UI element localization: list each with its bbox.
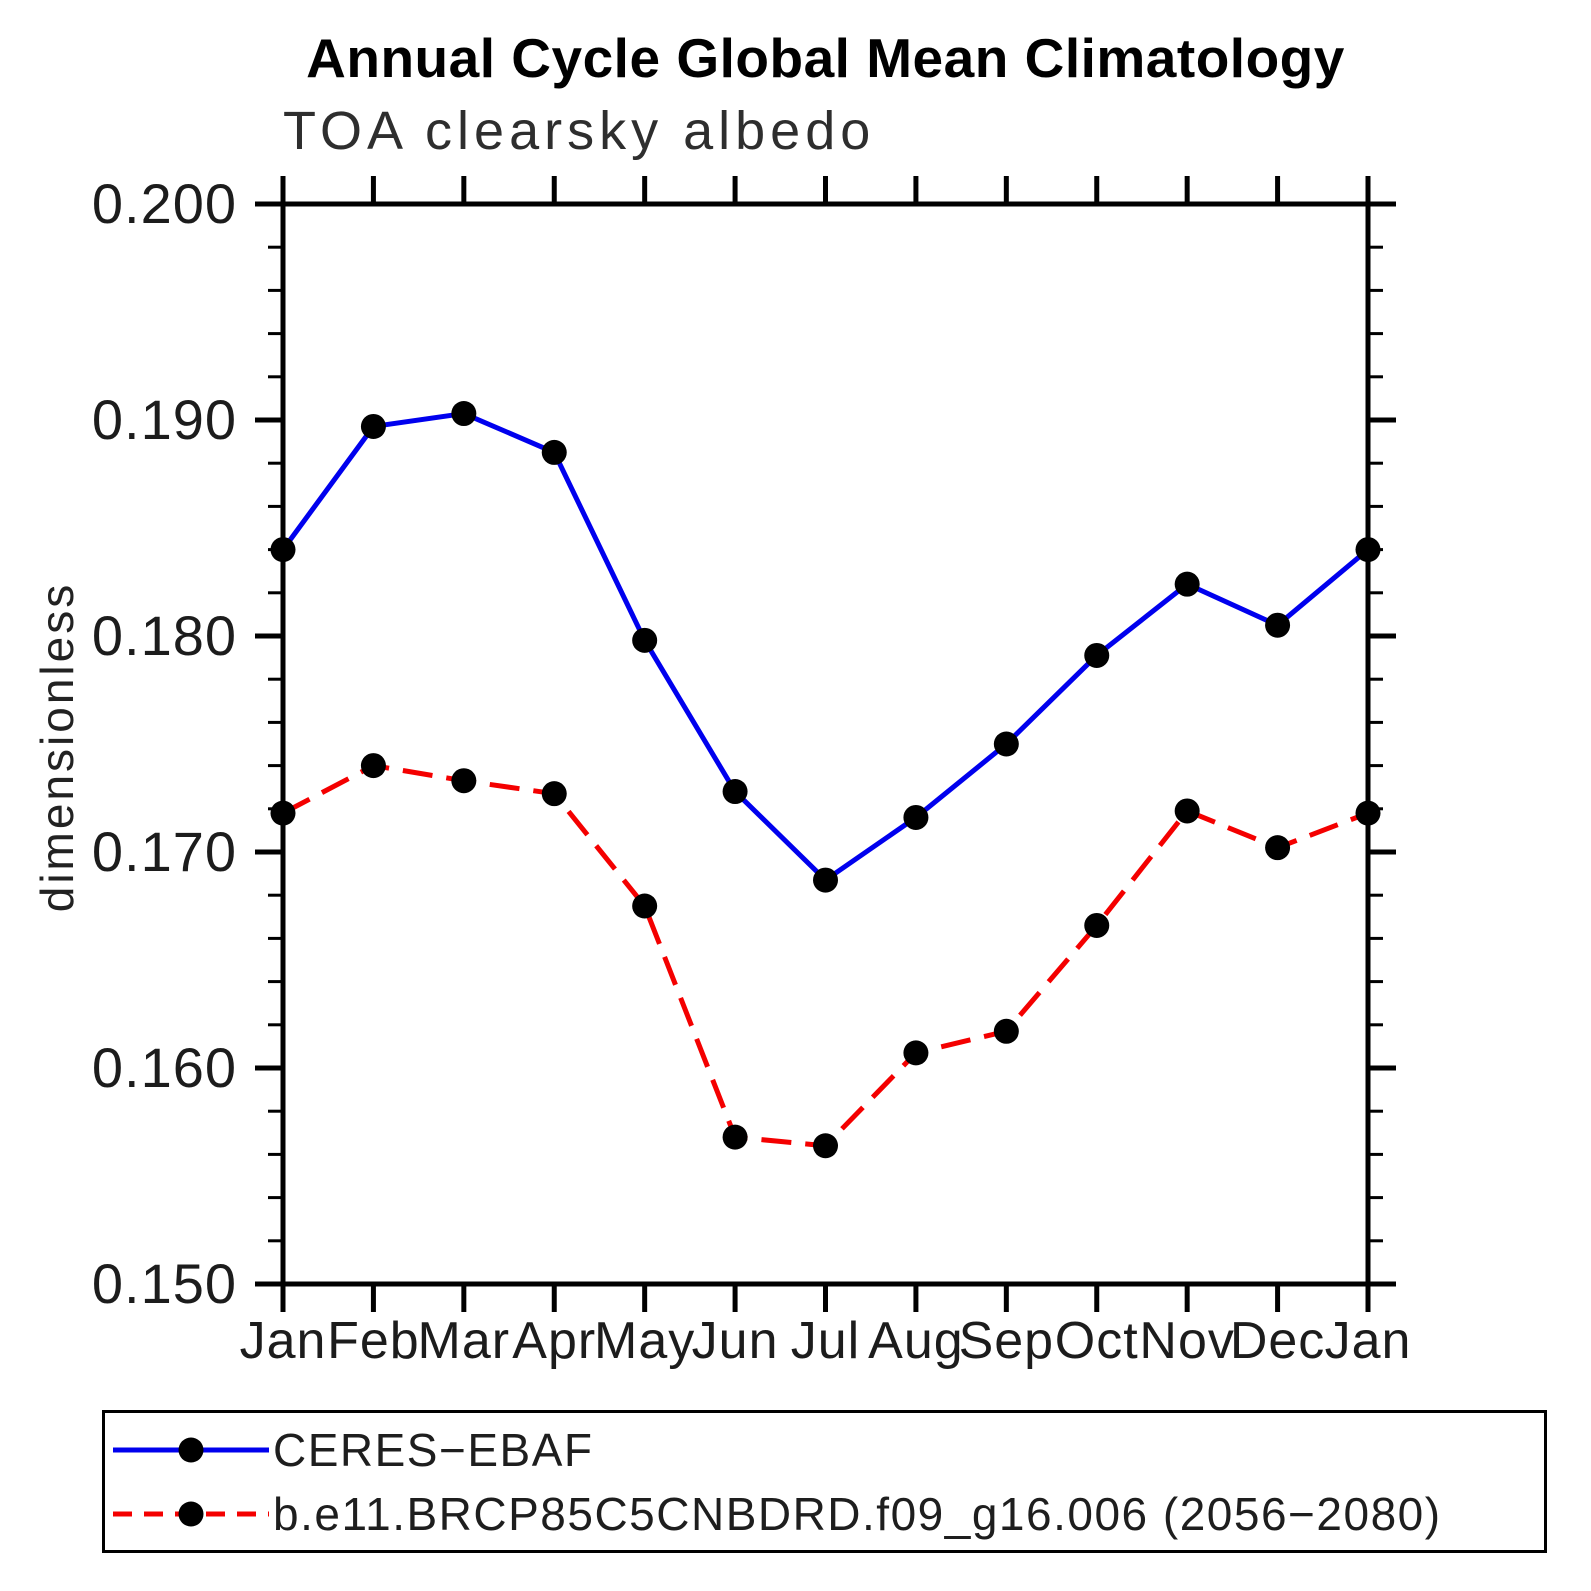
legend-label-model: b.e11.BRCP85C5CNBDRD.f09_g16.006 (2056−2… <box>273 1487 1442 1540</box>
series-line-solid <box>280 410 1370 884</box>
x-tick-label: Aug <box>868 1312 964 1370</box>
y-tick-label: 0.150 <box>92 1252 237 1315</box>
data-point-marker <box>813 1133 838 1159</box>
y-tick-label: 0.200 <box>92 172 237 235</box>
plot-frame <box>280 201 1371 1287</box>
data-point-marker <box>1084 912 1110 938</box>
data-point-marker <box>541 781 567 807</box>
data-point-marker <box>722 779 748 805</box>
legend-line-solid-sample <box>113 1437 269 1462</box>
x-tick-label: Apr <box>512 1312 596 1370</box>
x-tick-label: Dec <box>1230 1312 1325 1370</box>
data-point-marker <box>360 413 386 439</box>
x-tick-label: Jan <box>1325 1312 1412 1370</box>
data-point-marker <box>541 439 567 465</box>
data-point-marker <box>813 867 838 893</box>
x-tick-label: Oct <box>1055 1312 1139 1370</box>
data-point-marker <box>270 800 296 826</box>
x-tick-label: Feb <box>327 1312 420 1370</box>
data-point-marker <box>903 1040 929 1066</box>
data-point-marker <box>1174 798 1200 824</box>
y-tick-label: 0.190 <box>92 388 237 451</box>
legend-line-dashed-sample <box>113 1501 269 1526</box>
legend-label-ceres: CERES−EBAF <box>273 1423 594 1476</box>
x-tick-label: May <box>594 1312 695 1370</box>
legend-item: b.e11.BRCP85C5CNBDRD.f09_g16.006 (2056−2… <box>105 1482 1544 1546</box>
x-tick-label: Nov <box>1139 1312 1234 1370</box>
data-point-marker <box>632 627 658 653</box>
legend-marker-dot <box>178 1501 204 1526</box>
data-point-marker <box>1355 800 1381 826</box>
chart-title: Annual Cycle Global Mean Climatology <box>306 27 1345 89</box>
data-point-marker <box>993 731 1019 757</box>
data-point-marker <box>993 1018 1019 1044</box>
x-tick-label: Jun <box>692 1312 779 1370</box>
data-point-marker <box>270 537 296 563</box>
data-point-marker <box>632 893 658 919</box>
x-tick-label: Mar <box>418 1312 511 1370</box>
data-point-marker <box>1084 642 1110 668</box>
data-point-marker <box>1174 571 1200 597</box>
legend-box: CERES−EBAF b.e11.BRCP85C5CNBDRD.f09_g16.… <box>102 1410 1547 1553</box>
legend-item: CERES−EBAF <box>105 1418 1544 1482</box>
chart-subtitle: TOA clearsky albedo <box>283 101 876 161</box>
x-tick-label: Jan <box>240 1312 327 1370</box>
data-point-marker <box>451 768 477 794</box>
data-point-marker <box>1265 612 1291 638</box>
series-line-dashed <box>281 762 1369 1149</box>
x-tick-label: Jul <box>791 1312 860 1370</box>
data-point-marker <box>722 1124 748 1150</box>
legend-marker-dot <box>178 1437 204 1462</box>
y-tick-label: 0.170 <box>92 820 237 883</box>
data-point-marker <box>1265 835 1291 861</box>
data-point-marker <box>903 804 929 830</box>
x-tick-label: Sep <box>959 1312 1055 1370</box>
data-point-marker <box>451 401 477 427</box>
y-tick-label: 0.180 <box>92 604 237 667</box>
data-point-marker <box>1355 537 1381 563</box>
y-tick-label: 0.160 <box>92 1036 237 1099</box>
data-point-marker <box>360 753 386 779</box>
